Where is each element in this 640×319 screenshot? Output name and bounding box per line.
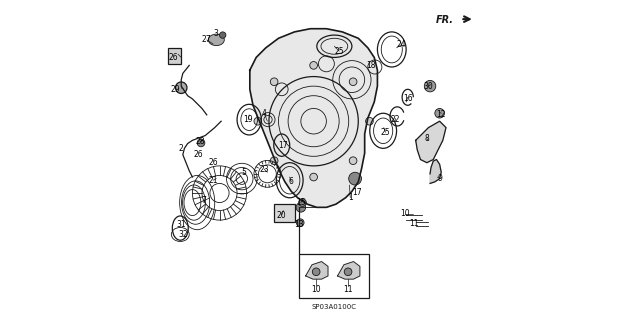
Bar: [274, 204, 295, 222]
Text: 6: 6: [289, 177, 294, 186]
Polygon shape: [250, 29, 378, 207]
Text: 13: 13: [294, 220, 304, 229]
Circle shape: [424, 80, 436, 92]
Text: 10: 10: [311, 285, 321, 294]
Text: 25: 25: [381, 128, 390, 137]
Text: 26: 26: [168, 53, 178, 62]
Circle shape: [349, 172, 362, 185]
Circle shape: [312, 268, 320, 276]
Circle shape: [296, 219, 304, 226]
Circle shape: [175, 82, 187, 93]
Text: 4: 4: [262, 109, 267, 118]
Text: 10: 10: [400, 209, 410, 218]
Ellipse shape: [209, 34, 224, 46]
Text: 17: 17: [278, 141, 288, 150]
Text: 31: 31: [177, 220, 186, 229]
Circle shape: [270, 78, 278, 85]
Text: 3: 3: [214, 29, 219, 38]
Text: 15: 15: [296, 198, 306, 207]
Circle shape: [296, 203, 306, 212]
Text: 11: 11: [410, 219, 419, 228]
Text: 5: 5: [241, 168, 246, 177]
Text: 32: 32: [178, 230, 188, 239]
Polygon shape: [306, 262, 328, 279]
Text: 7: 7: [201, 197, 206, 205]
Text: 30: 30: [424, 82, 433, 91]
Polygon shape: [416, 121, 446, 163]
Text: 26: 26: [209, 158, 218, 167]
Bar: [300, 254, 369, 298]
Text: 1: 1: [348, 193, 353, 202]
Circle shape: [299, 199, 307, 206]
Circle shape: [349, 157, 357, 165]
Circle shape: [435, 108, 444, 118]
Text: 22: 22: [390, 115, 400, 124]
Bar: [168, 48, 180, 64]
Text: 20: 20: [277, 211, 287, 220]
Circle shape: [344, 268, 352, 276]
Polygon shape: [337, 262, 360, 279]
Circle shape: [310, 173, 317, 181]
Text: 2: 2: [179, 144, 184, 153]
Text: FR.: FR.: [436, 15, 454, 25]
Circle shape: [365, 117, 373, 125]
Circle shape: [197, 139, 205, 147]
Text: 23: 23: [259, 165, 269, 174]
Text: 26: 26: [194, 150, 204, 159]
Text: 27: 27: [202, 35, 212, 44]
Text: 9: 9: [437, 174, 442, 183]
Text: 16: 16: [403, 94, 413, 103]
Text: SP03A0100C: SP03A0100C: [312, 304, 357, 310]
Text: 17: 17: [352, 189, 362, 197]
Text: 24: 24: [397, 40, 406, 49]
Text: 28: 28: [196, 137, 205, 146]
Circle shape: [254, 117, 262, 125]
Polygon shape: [430, 160, 441, 183]
Text: 29: 29: [170, 85, 180, 94]
Text: 12: 12: [436, 110, 446, 119]
Circle shape: [220, 32, 226, 38]
Circle shape: [310, 62, 317, 69]
Text: 8: 8: [424, 134, 429, 143]
Text: 25: 25: [334, 47, 344, 56]
Text: 21: 21: [209, 176, 218, 185]
Circle shape: [349, 78, 357, 85]
Text: 11: 11: [343, 285, 353, 294]
Circle shape: [270, 157, 278, 165]
Text: 19: 19: [243, 115, 253, 124]
Text: 18: 18: [366, 61, 376, 70]
